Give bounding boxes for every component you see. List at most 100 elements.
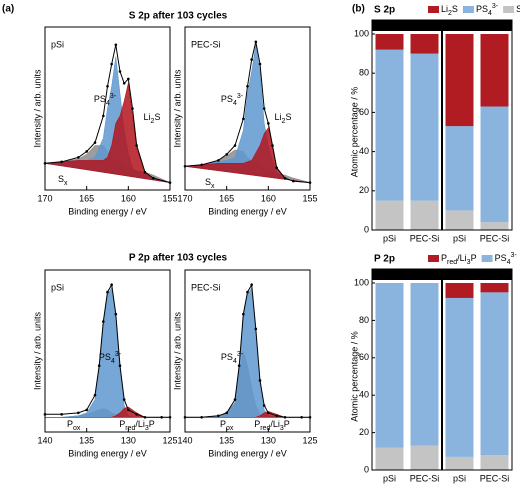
legend-swatch (481, 255, 493, 262)
peak-label: PS43- (221, 93, 244, 107)
y-tick-label: 100 (354, 277, 369, 287)
data-point (97, 364, 101, 368)
data-point (225, 411, 228, 415)
peak-label-part: red (125, 425, 135, 432)
bar-segment (375, 34, 404, 50)
data-point (267, 122, 270, 125)
data-point (233, 398, 237, 401)
data-point (254, 327, 258, 331)
bar-segment (480, 34, 509, 107)
peak-label-part: P (254, 419, 260, 429)
data-point (110, 62, 113, 66)
y-tick-label: 0 (364, 464, 369, 474)
data-point (217, 159, 220, 162)
data-point (200, 415, 203, 419)
peak-label-part: 3- (237, 93, 244, 100)
data-point (110, 283, 113, 287)
y-tick-label: 60 (359, 352, 369, 362)
legend-label-part: S (452, 4, 458, 14)
bar-segment (445, 283, 474, 298)
data-point (106, 290, 109, 294)
group-label: Fresh (395, 20, 418, 30)
y-axis-label: Intensity / arb. units (172, 311, 182, 390)
bar-segment (375, 283, 404, 448)
peak-label-part: 4 (106, 100, 110, 107)
data-point (262, 107, 266, 110)
x-tick-label: 165 (79, 193, 94, 203)
y-tick-label: 20 (359, 185, 369, 195)
peak-label-part: PS (221, 352, 233, 362)
panel-title: pSi (51, 39, 64, 49)
data-point (283, 415, 287, 419)
data-point (246, 84, 249, 88)
legend-swatch (428, 6, 439, 13)
legend-label-part: PS (495, 253, 507, 263)
x-tick-label: pSi (453, 473, 466, 483)
panel-title: PEC-Si (191, 39, 221, 49)
peak-label-part: 2 (282, 118, 286, 125)
x-axis-label: Binding energy / eV (208, 448, 287, 458)
data-point (127, 77, 130, 81)
peak-label-part: 3- (110, 93, 117, 100)
data-point (77, 156, 80, 159)
x-tick-label: 165 (219, 193, 234, 203)
peak-label-part: PS (99, 352, 111, 362)
bar-segment (445, 297, 474, 457)
peak-label-part: Li (144, 112, 151, 122)
bar-segment (480, 455, 509, 470)
data-point (122, 398, 126, 401)
legend-label: Sx (516, 4, 520, 17)
legend-label-part: red (447, 259, 457, 266)
y-tick-label: 20 (359, 427, 369, 437)
x-tick-label: 140 (37, 435, 52, 445)
legend-label: PS43- (476, 3, 499, 17)
peak-label-part: 4 (233, 100, 237, 107)
x-tick-label: 130 (261, 435, 276, 445)
data-point (106, 84, 109, 88)
plot-frame (184, 269, 311, 433)
chart-title: S 2p (374, 5, 395, 16)
data-point (60, 160, 63, 164)
peak-label-part: P (220, 419, 226, 429)
peak-label-part: x (64, 180, 68, 187)
bar-segment (375, 200, 404, 230)
x-tick-label: 135 (219, 435, 234, 445)
data-point (271, 144, 274, 147)
data-point (60, 413, 63, 416)
peak-label: Li2S (144, 112, 161, 125)
plot-frame (184, 26, 311, 191)
data-point (200, 163, 203, 167)
peak-label-part: 4 (111, 358, 115, 365)
y-axis-label: Intensity / arb. units (32, 69, 42, 148)
peak-label-part: 4 (233, 358, 237, 365)
data-point (225, 153, 228, 156)
data-point (135, 144, 138, 147)
data-point (118, 70, 122, 73)
data-point (233, 144, 237, 147)
peak-label-part: 2 (151, 118, 155, 125)
data-point (283, 176, 287, 180)
peak-label-part: PS (94, 94, 106, 104)
section-title: S 2p after 103 cycles (129, 11, 228, 22)
data-point (102, 320, 105, 323)
peak-label-part: ox (226, 425, 234, 432)
peak-label-part: S (285, 112, 291, 122)
peak-label: PS43- (99, 351, 122, 365)
legend-swatch (462, 6, 474, 13)
data-point (114, 312, 118, 316)
data-point (118, 364, 122, 368)
peak-label-part: S (205, 177, 211, 187)
data-point (93, 141, 97, 144)
group-label: After 103 cycles (445, 269, 510, 279)
group-header (372, 20, 442, 31)
x-tick-label: 160 (261, 193, 276, 203)
x-tick-label: pSi (453, 233, 466, 243)
legend-swatch (428, 255, 439, 262)
data-point (160, 415, 163, 419)
legend-label-part: P (441, 253, 447, 263)
peak-label-part: /Li (270, 419, 280, 429)
peak-label: Pox (67, 419, 81, 432)
y-axis-label: Atomic percentage / % (349, 87, 359, 178)
y-tick-label: 60 (359, 107, 369, 117)
panel-label: (b) (352, 4, 365, 15)
